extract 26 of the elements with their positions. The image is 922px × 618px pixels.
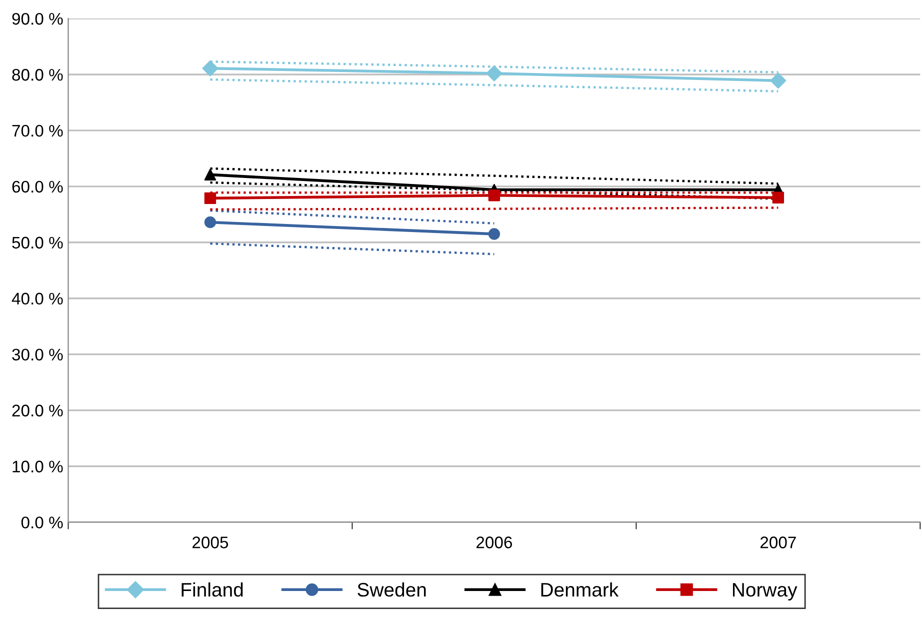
- legend-label: Sweden: [358, 582, 426, 597]
- y-tick-label: 50.0 %: [12, 236, 63, 249]
- x-tick-label: 2006: [476, 536, 512, 548]
- legend-label: Denmark: [541, 582, 619, 597]
- y-tick-label: 70.0 %: [12, 124, 63, 137]
- y-tick-label: 0.0 %: [21, 516, 63, 528]
- point: [486, 65, 502, 82]
- point: [204, 168, 216, 181]
- y-tick-label: 80.0 %: [12, 68, 63, 81]
- y-tick-label: 10.0 %: [12, 460, 63, 472]
- y-tick-label: 60.0 %: [12, 180, 63, 193]
- point: [202, 60, 218, 76]
- x-tick-label: 2007: [760, 536, 796, 548]
- point: [488, 228, 500, 240]
- point: [204, 216, 216, 228]
- y-tick-label: 30.0 %: [12, 348, 63, 361]
- y-tick-label: 20.0 %: [12, 404, 63, 416]
- point: [204, 192, 216, 204]
- y-tick-label: 40.0 %: [12, 292, 63, 305]
- point: [770, 72, 786, 89]
- legend-label: Norway: [732, 583, 798, 600]
- legend-label: Finland: [182, 582, 243, 597]
- x-tick-label: 2005: [192, 536, 228, 548]
- y-tick-label: 90.0 %: [12, 12, 63, 25]
- point: [488, 190, 500, 202]
- point: [772, 192, 784, 204]
